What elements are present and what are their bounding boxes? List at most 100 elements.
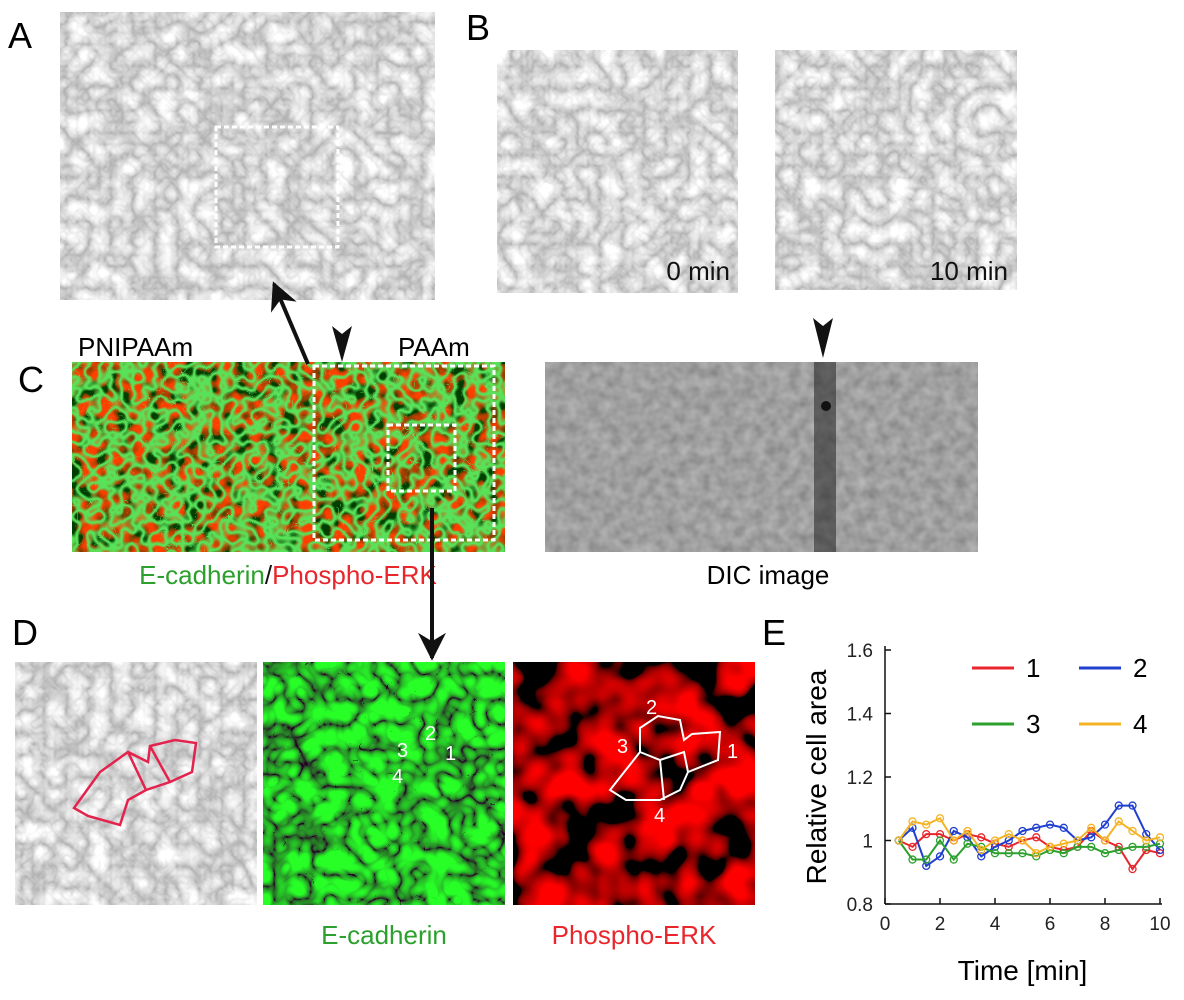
x-tick-label: 2 [935,914,946,935]
data-point [1018,849,1027,858]
data-point [1128,864,1137,874]
boundary-line [814,362,836,552]
cell-number: 3 [397,740,408,762]
caption-part: / [265,560,273,590]
legend-label: 2 [1133,653,1147,683]
stain-caption: E-cadherin/Phospho-ERK [139,560,437,590]
data-point [1100,849,1110,858]
x-tick-label: 10 [1149,914,1170,935]
cell-number: 4 [392,766,403,788]
panel-letter: C [18,359,44,400]
data-point [977,845,986,855]
data-point [1128,801,1137,810]
data-point [990,836,1000,845]
data-point [1155,839,1165,848]
legend-label: 1 [1026,653,1040,683]
panel-letter: B [466,7,490,48]
roi-box [386,423,457,493]
y-tick-label: 1.2 [847,768,873,789]
data-point [1059,823,1068,832]
data-point [1128,826,1137,836]
fluorescence-image [513,662,755,905]
data-point [990,849,1000,858]
data-point [1100,820,1110,829]
data-point [1018,826,1027,836]
cell-number: 2 [425,723,436,745]
data-point [1004,830,1013,839]
data-point [977,852,986,861]
data-point [1059,839,1068,848]
stain-caption: E-cadherin [321,920,447,950]
micrograph [60,12,435,300]
y-tick-label: 1.4 [847,705,874,726]
dic-image [545,362,978,552]
micrograph [775,50,1017,290]
data-point [1004,836,1013,845]
micrograph [15,662,257,905]
data-point [1087,842,1096,851]
region-label: PAAm [398,332,470,362]
y-tick-label: 1 [862,832,873,853]
data-point [1032,823,1041,832]
particle [821,401,831,411]
data-point [1004,849,1013,858]
data-point [922,855,931,864]
y-tick-label: 1.6 [847,641,873,662]
data-point [1045,842,1055,851]
x-tick-label: 4 [990,914,1001,935]
data-point [908,855,917,864]
cell-outline [72,738,198,827]
data-point [1045,820,1055,829]
legend-label: 3 [1026,709,1040,739]
dic-caption: DIC image [707,560,830,590]
caption-part: E-cadherin [139,560,265,590]
data-point [922,830,931,839]
cell-number: 3 [617,736,628,758]
data-point [935,830,945,839]
data-point [1142,836,1151,845]
panel-letter: A [8,15,32,56]
roi-box [312,364,496,542]
fluorescence-image [72,362,505,552]
data-point [935,814,945,823]
data-point [963,826,972,836]
data-point [949,836,958,845]
chart: 0.8 1 1.2 1.4 1.6 0 2 4 6 8 10 Time [min] Relative c… [801,641,1171,986]
roi-box [214,125,340,249]
data-point [1114,845,1123,855]
data-point [1114,801,1123,810]
panel-letter: E [762,612,786,653]
data-point [949,855,958,864]
data-point [1100,836,1110,845]
legend-label: 4 [1133,709,1147,739]
arrowhead [813,318,833,358]
data-point [963,839,972,848]
y-tick-label: 0.8 [847,895,873,916]
data-point [1114,817,1123,826]
data-point [1018,836,1027,845]
data-point [1059,849,1068,858]
data-point [1032,849,1041,858]
data-point [949,826,958,836]
y-axis-label: Relative cell area [801,669,832,884]
data-point [1142,842,1151,851]
x-tick-label: 8 [1100,914,1111,935]
data-point [1073,836,1082,845]
cell-number: 1 [445,743,456,765]
data-point [922,820,931,829]
data-point [1155,833,1165,842]
series-line [898,829,1161,871]
data-point [1087,823,1096,832]
stain-caption: Phospho-ERK [552,920,717,950]
data-point [908,817,917,826]
micrograph [497,50,738,293]
time-label: 10 min [930,256,1008,286]
cell-number: 2 [646,697,657,719]
x-axis-label: Time [min] [958,955,1088,986]
data-point [1087,833,1096,842]
cell-number: 1 [727,741,738,763]
data-point [1142,830,1151,839]
region-label: PNIPAAm [78,332,193,362]
data-point [977,833,986,842]
